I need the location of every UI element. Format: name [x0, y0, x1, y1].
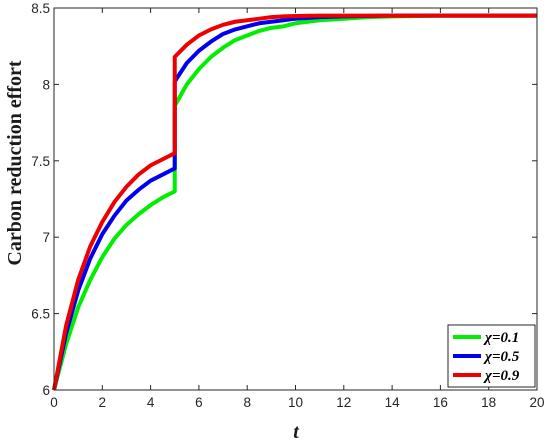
legend-label-1: χ=0.1: [483, 330, 519, 346]
x-tick-label: 2: [99, 395, 107, 410]
y-tick-label: 7: [42, 230, 50, 245]
x-axis: 0 2 4 6 8 10 12 14 16 18 20: [50, 8, 545, 410]
x-tick-label: 18: [481, 395, 496, 410]
x-tick-label: 10: [288, 395, 303, 410]
y-tick-label: 6: [42, 383, 50, 398]
legend: χ=0.1 χ=0.5 χ=0.9: [447, 324, 536, 388]
y-tick-label: 8: [42, 77, 50, 92]
y-tick-label: 8.5: [31, 1, 50, 16]
x-tick-label: 20: [529, 395, 544, 410]
x-tick-label: 6: [195, 395, 203, 410]
series-line-3: [52, 13, 537, 391]
y-axis-title: Carbon reduction effort: [4, 60, 26, 265]
legend-label-2: χ=0.5: [483, 349, 520, 365]
x-tick-label: 8: [243, 395, 251, 410]
plot-area: [52, 7, 538, 391]
x-tick-label: 14: [385, 395, 401, 410]
x-tick-label: 4: [147, 395, 155, 410]
x-tick-label: 12: [336, 395, 351, 410]
y-axis: 6 6.5 7 7.5 8 8.5: [31, 1, 537, 398]
y-tick-label: 6.5: [31, 307, 50, 322]
x-tick-label: 16: [433, 395, 448, 410]
legend-label-3: χ=0.9: [483, 368, 520, 384]
x-axis-title: t: [293, 421, 300, 443]
x-tick-label: 0: [50, 395, 58, 410]
y-tick-label: 7.5: [31, 154, 50, 169]
